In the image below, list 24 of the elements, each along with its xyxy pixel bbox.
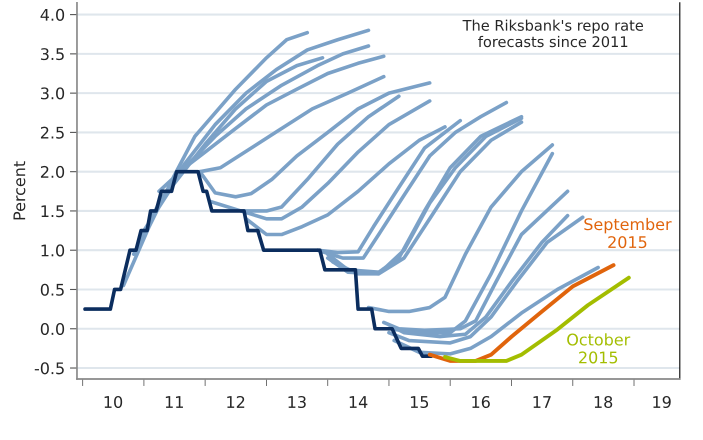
- y-tick-label: 0.0: [40, 322, 64, 336]
- series-label: October 2015: [567, 333, 630, 364]
- y-tick-label: 3.0: [40, 87, 64, 100]
- x-tick-label: 19: [653, 396, 671, 408]
- x-tick-label: 10: [104, 396, 122, 408]
- y-tick-label: 4.0: [40, 8, 64, 21]
- x-tick-label: 17: [534, 396, 551, 408]
- x-tick-label: 12: [227, 396, 244, 408]
- y-tick-label: 2.0: [40, 166, 64, 178]
- x-tick-label: 16: [472, 396, 490, 408]
- x-tick-label: 15: [410, 396, 428, 408]
- x-tick-label: 18: [594, 396, 612, 408]
- y-tick-label: -0.5: [34, 362, 64, 374]
- y-tick-label: 3.5: [40, 48, 64, 60]
- y-tick-label: 2.5: [40, 126, 64, 139]
- x-tick-label: 13: [288, 396, 306, 408]
- x-tick-label: 11: [166, 396, 183, 408]
- y-tick-label: 1.5: [42, 205, 64, 218]
- y-tick-label: 1.0: [42, 244, 64, 257]
- series-label: September 2015: [584, 218, 672, 248]
- x-tick-label: 14: [350, 396, 368, 408]
- y-tick-label: 0.5: [40, 284, 64, 296]
- text: The Riksbank's repo rate forecasts since 2011: [462, 20, 644, 48]
- y-axis-title: Percent: [13, 161, 26, 220]
